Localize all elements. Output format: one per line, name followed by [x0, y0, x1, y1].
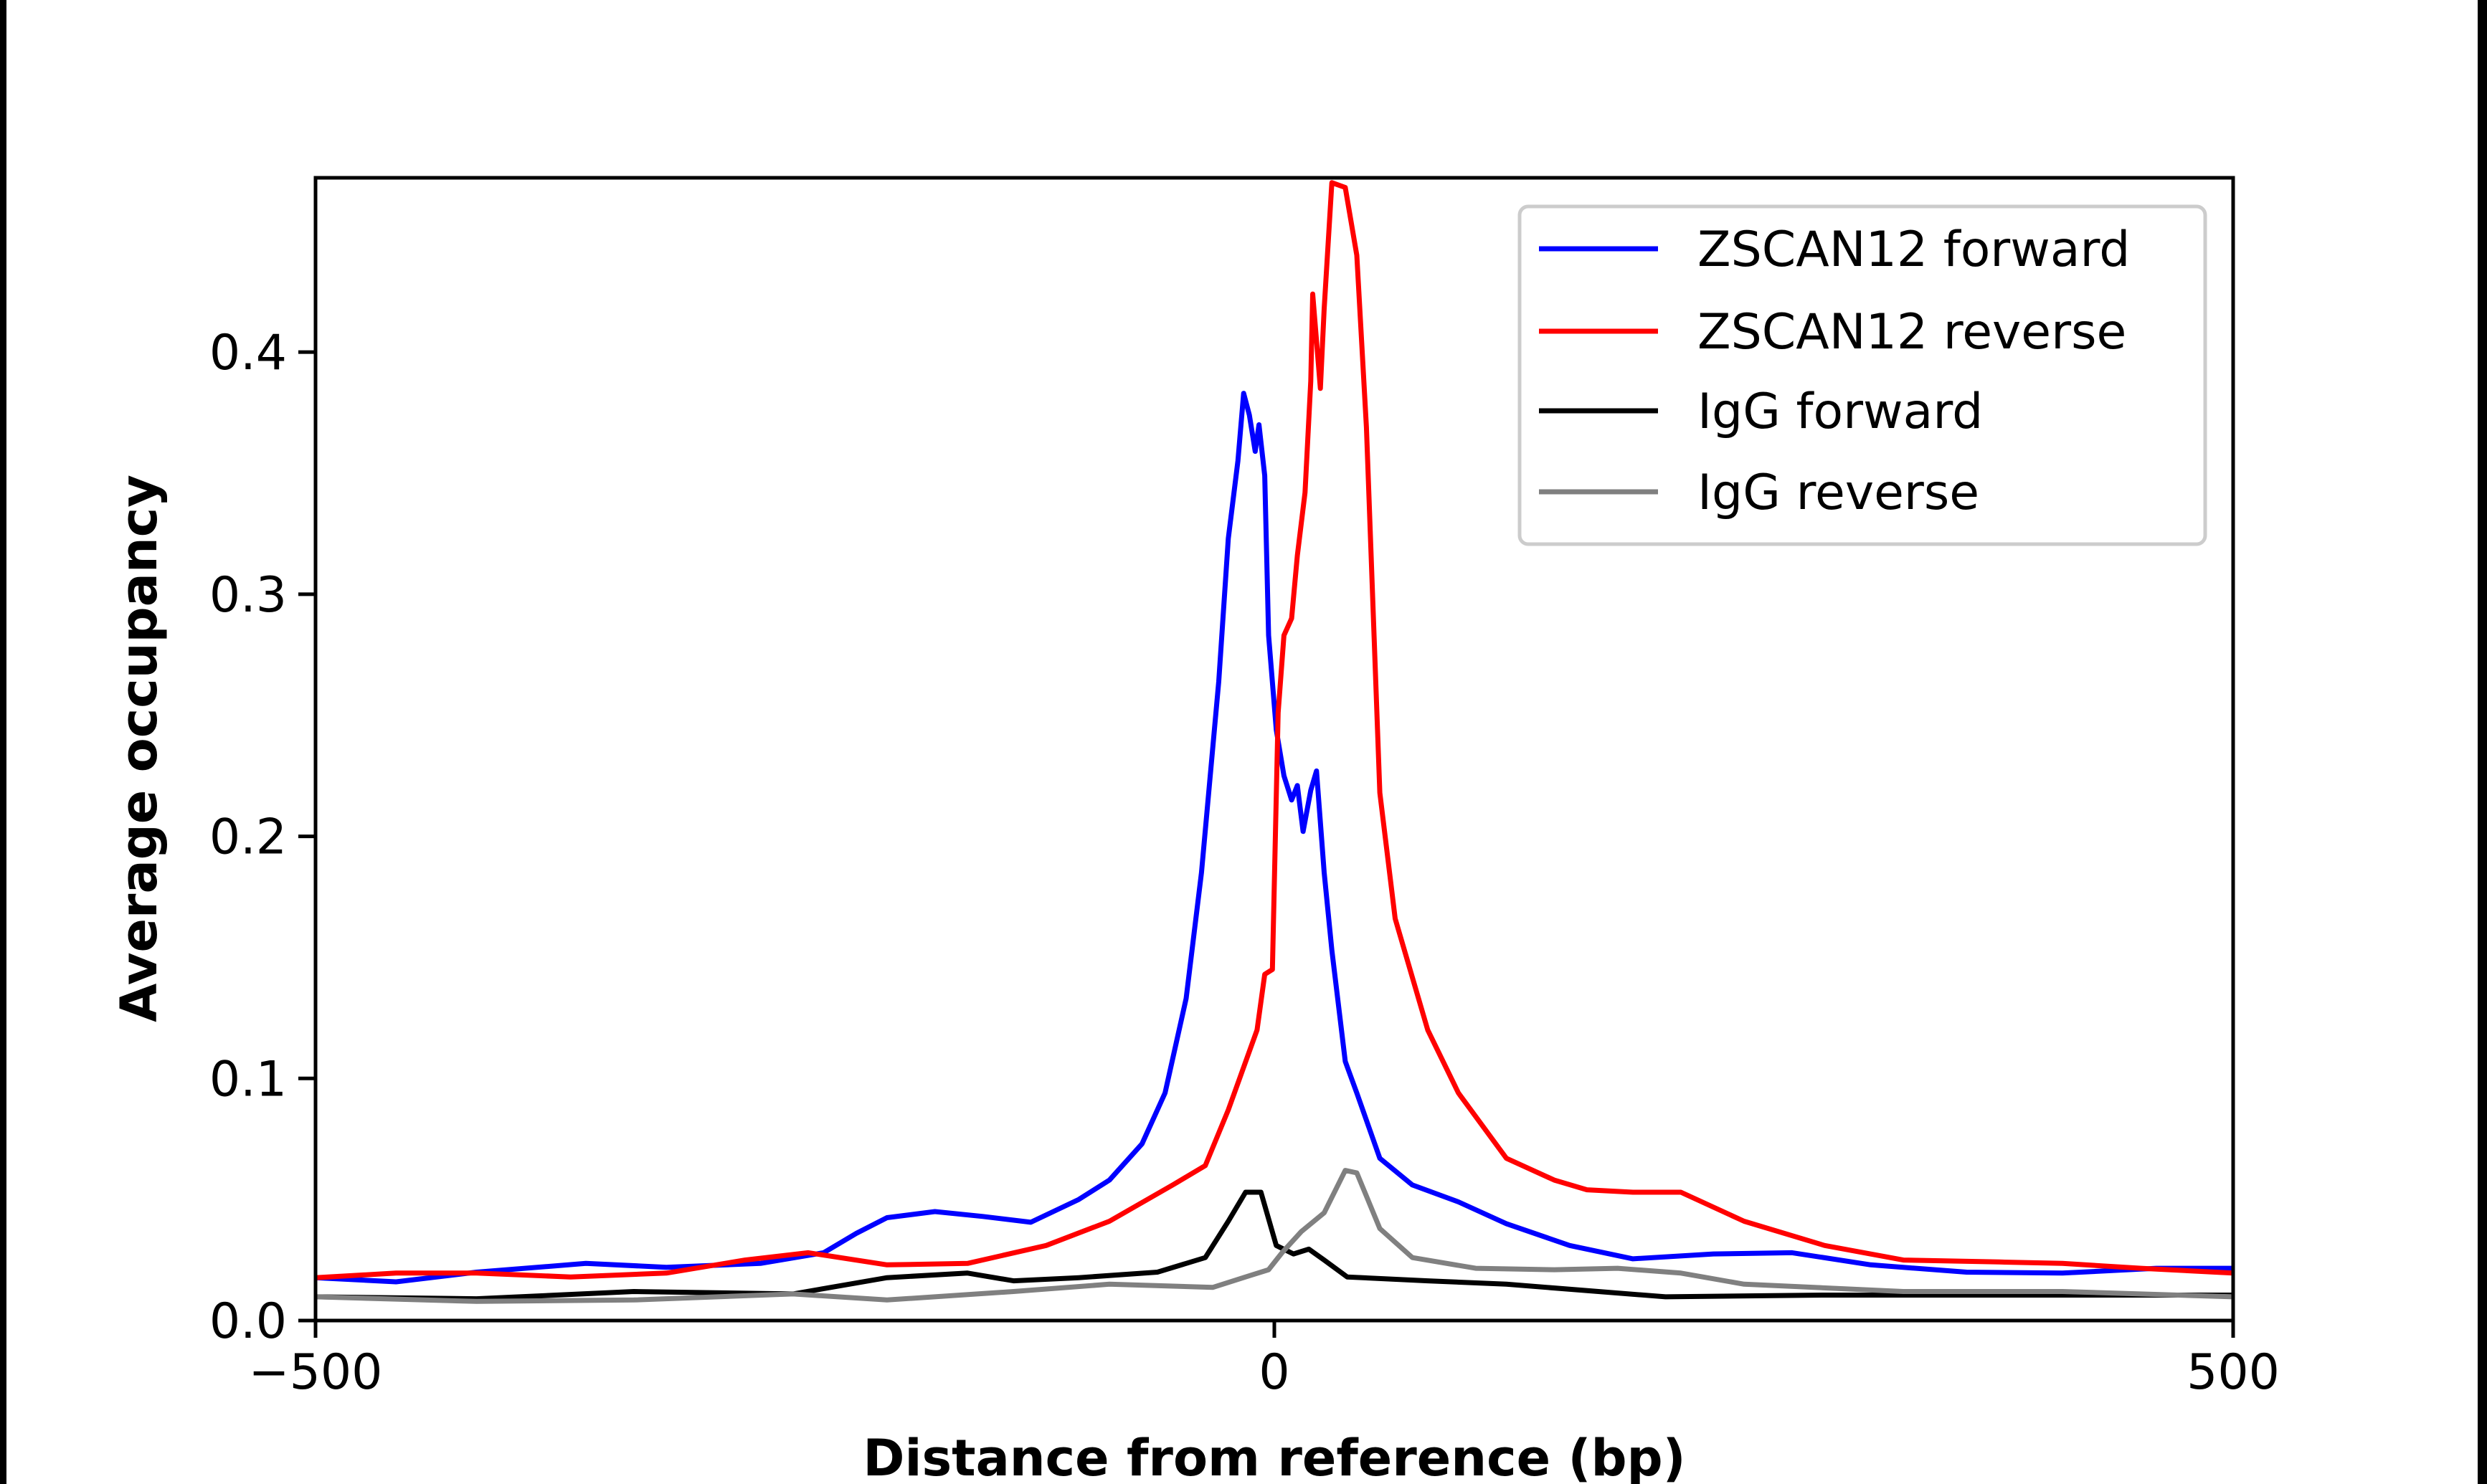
series-line-igg-reverse [315, 1168, 2234, 1304]
x-tick-label: −500 [249, 1344, 383, 1401]
y-tick-label: 0.3 [209, 567, 287, 624]
legend-label: ZSCAN12 forward [1697, 222, 2130, 278]
y-axis-ticks: 0.0 0.1 0.2 0.3 0.4 [209, 325, 316, 1350]
left-border-bar [0, 0, 6, 1484]
y-tick-label: 0.0 [209, 1293, 287, 1350]
legend-label: ZSCAN12 reverse [1697, 304, 2126, 361]
legend-label: IgG forward [1697, 384, 1983, 440]
right-border-bar [2478, 0, 2487, 1484]
y-axis-label: Average occupancy [110, 475, 169, 1022]
legend: ZSCAN12 forward ZSCAN12 reverse IgG forwar… [1517, 204, 2207, 546]
series-layer [315, 180, 2234, 1304]
y-tick-label: 0.1 [209, 1051, 287, 1108]
x-axis-label: Distance from reference (bp) [863, 1429, 1685, 1484]
legend-label: IgG reverse [1697, 465, 1979, 521]
y-tick-label: 0.4 [209, 325, 287, 381]
y-tick-label: 0.2 [209, 809, 287, 866]
legend-box [1517, 204, 2207, 546]
series-line-zscan12-reverse [315, 180, 2234, 1280]
x-tick-label: 0 [1259, 1344, 1289, 1401]
x-tick-label: 500 [2187, 1344, 2280, 1401]
x-axis-ticks: −500 0 500 [249, 1321, 2280, 1401]
series-line-zscan12-forward [315, 391, 2233, 1285]
series-line-igg-forward [315, 1189, 2233, 1302]
